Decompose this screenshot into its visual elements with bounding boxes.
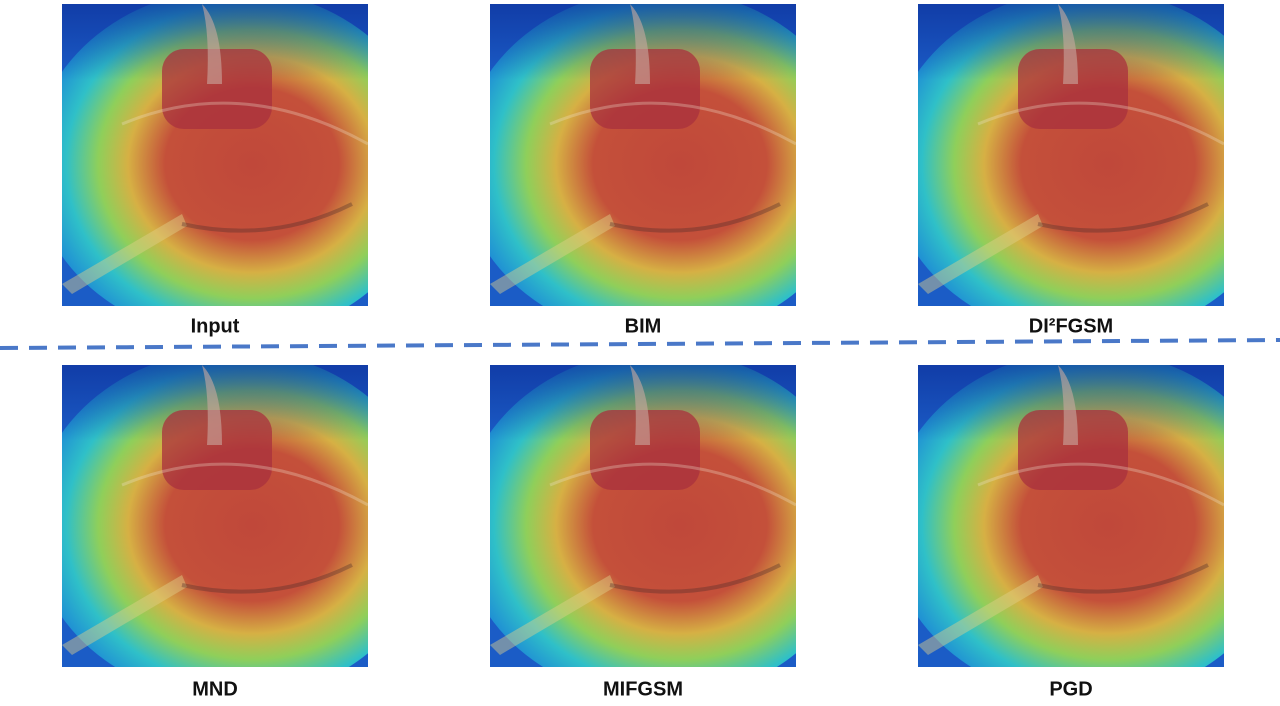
divider bbox=[0, 340, 1280, 348]
figure: Input BIM DI²FGSM MND MIFGSM PGD bbox=[0, 0, 1280, 706]
panel-label: BIM bbox=[625, 315, 662, 337]
heatmap-image bbox=[32, 350, 432, 700]
panel-label: Input bbox=[191, 315, 240, 337]
heatmap-image bbox=[460, 0, 860, 339]
panel-label: PGD bbox=[1049, 678, 1092, 700]
panel-label: DI²FGSM bbox=[1029, 315, 1113, 337]
panel-label: MIFGSM bbox=[603, 678, 683, 700]
panel-label: MND bbox=[192, 678, 238, 700]
heatmap-image bbox=[888, 350, 1280, 700]
heatmap-image bbox=[460, 350, 860, 700]
heatmap-image bbox=[888, 0, 1280, 339]
heatmap-image bbox=[32, 0, 432, 339]
